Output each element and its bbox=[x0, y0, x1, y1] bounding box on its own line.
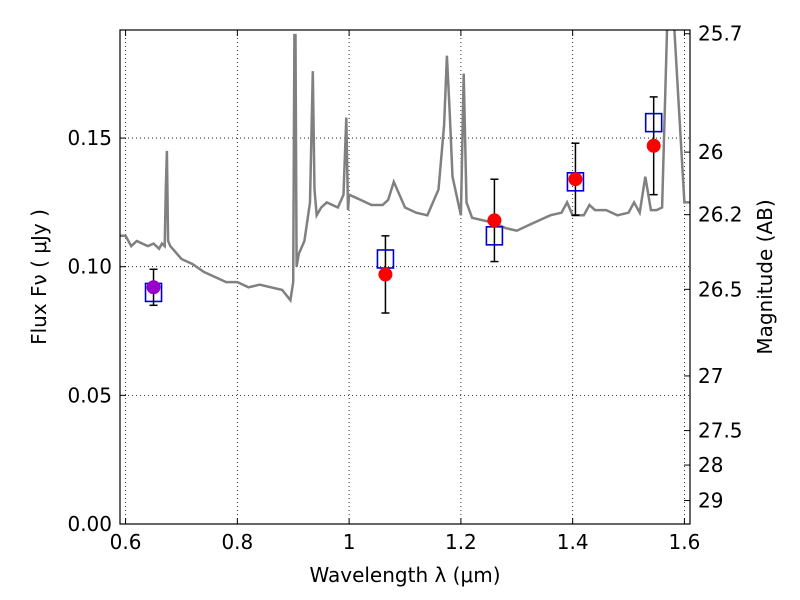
x-tick-label: 1.4 bbox=[557, 530, 589, 554]
x-tick-label: 1.6 bbox=[669, 530, 701, 554]
plot-frame bbox=[119, 29, 691, 525]
x-tick-label: 1.2 bbox=[445, 530, 477, 554]
mag-tick-label: 26.2 bbox=[698, 203, 743, 227]
mag-tick-label: 27.5 bbox=[698, 419, 743, 443]
grid bbox=[120, 30, 690, 525]
observed-point bbox=[646, 138, 661, 153]
x-tick-label: 0.6 bbox=[110, 530, 142, 554]
mag-tick-label: 26 bbox=[698, 140, 723, 164]
x-tick-label: 0.8 bbox=[221, 530, 253, 554]
mag-tick-label: 28 bbox=[698, 453, 723, 477]
mag-tick-label: 26.5 bbox=[698, 277, 743, 301]
axes: 0.6 0.8 1 1.2 1.4 1.6 0.00 0.05 0.10 0.15 25.7 26 26… bbox=[67, 22, 742, 554]
mag-tick-label: 29 bbox=[698, 489, 723, 513]
mag-tick-label: 25.7 bbox=[698, 22, 743, 46]
spectrum-line bbox=[120, 30, 690, 304]
mag-tick-label: 27 bbox=[698, 364, 723, 388]
y-tick-label: 0.15 bbox=[67, 126, 112, 150]
observed-point bbox=[487, 213, 502, 228]
observed-point bbox=[568, 172, 583, 187]
y-tick-label: 0.05 bbox=[67, 383, 112, 407]
y-tick-label: 0.00 bbox=[67, 512, 112, 536]
observed-point bbox=[146, 280, 161, 295]
y2-axis-label: Magnitude (AB) bbox=[753, 199, 777, 354]
model-point bbox=[644, 112, 663, 133]
x-axis-label: Wavelength λ (μm) bbox=[309, 563, 500, 587]
x-tick-label: 1 bbox=[343, 530, 356, 554]
y-tick-label: 0.10 bbox=[67, 255, 112, 279]
y-axis-label: Flux Fν ( μJy ) bbox=[27, 209, 51, 345]
observed-point bbox=[378, 267, 393, 282]
plot-area bbox=[120, 30, 690, 314]
